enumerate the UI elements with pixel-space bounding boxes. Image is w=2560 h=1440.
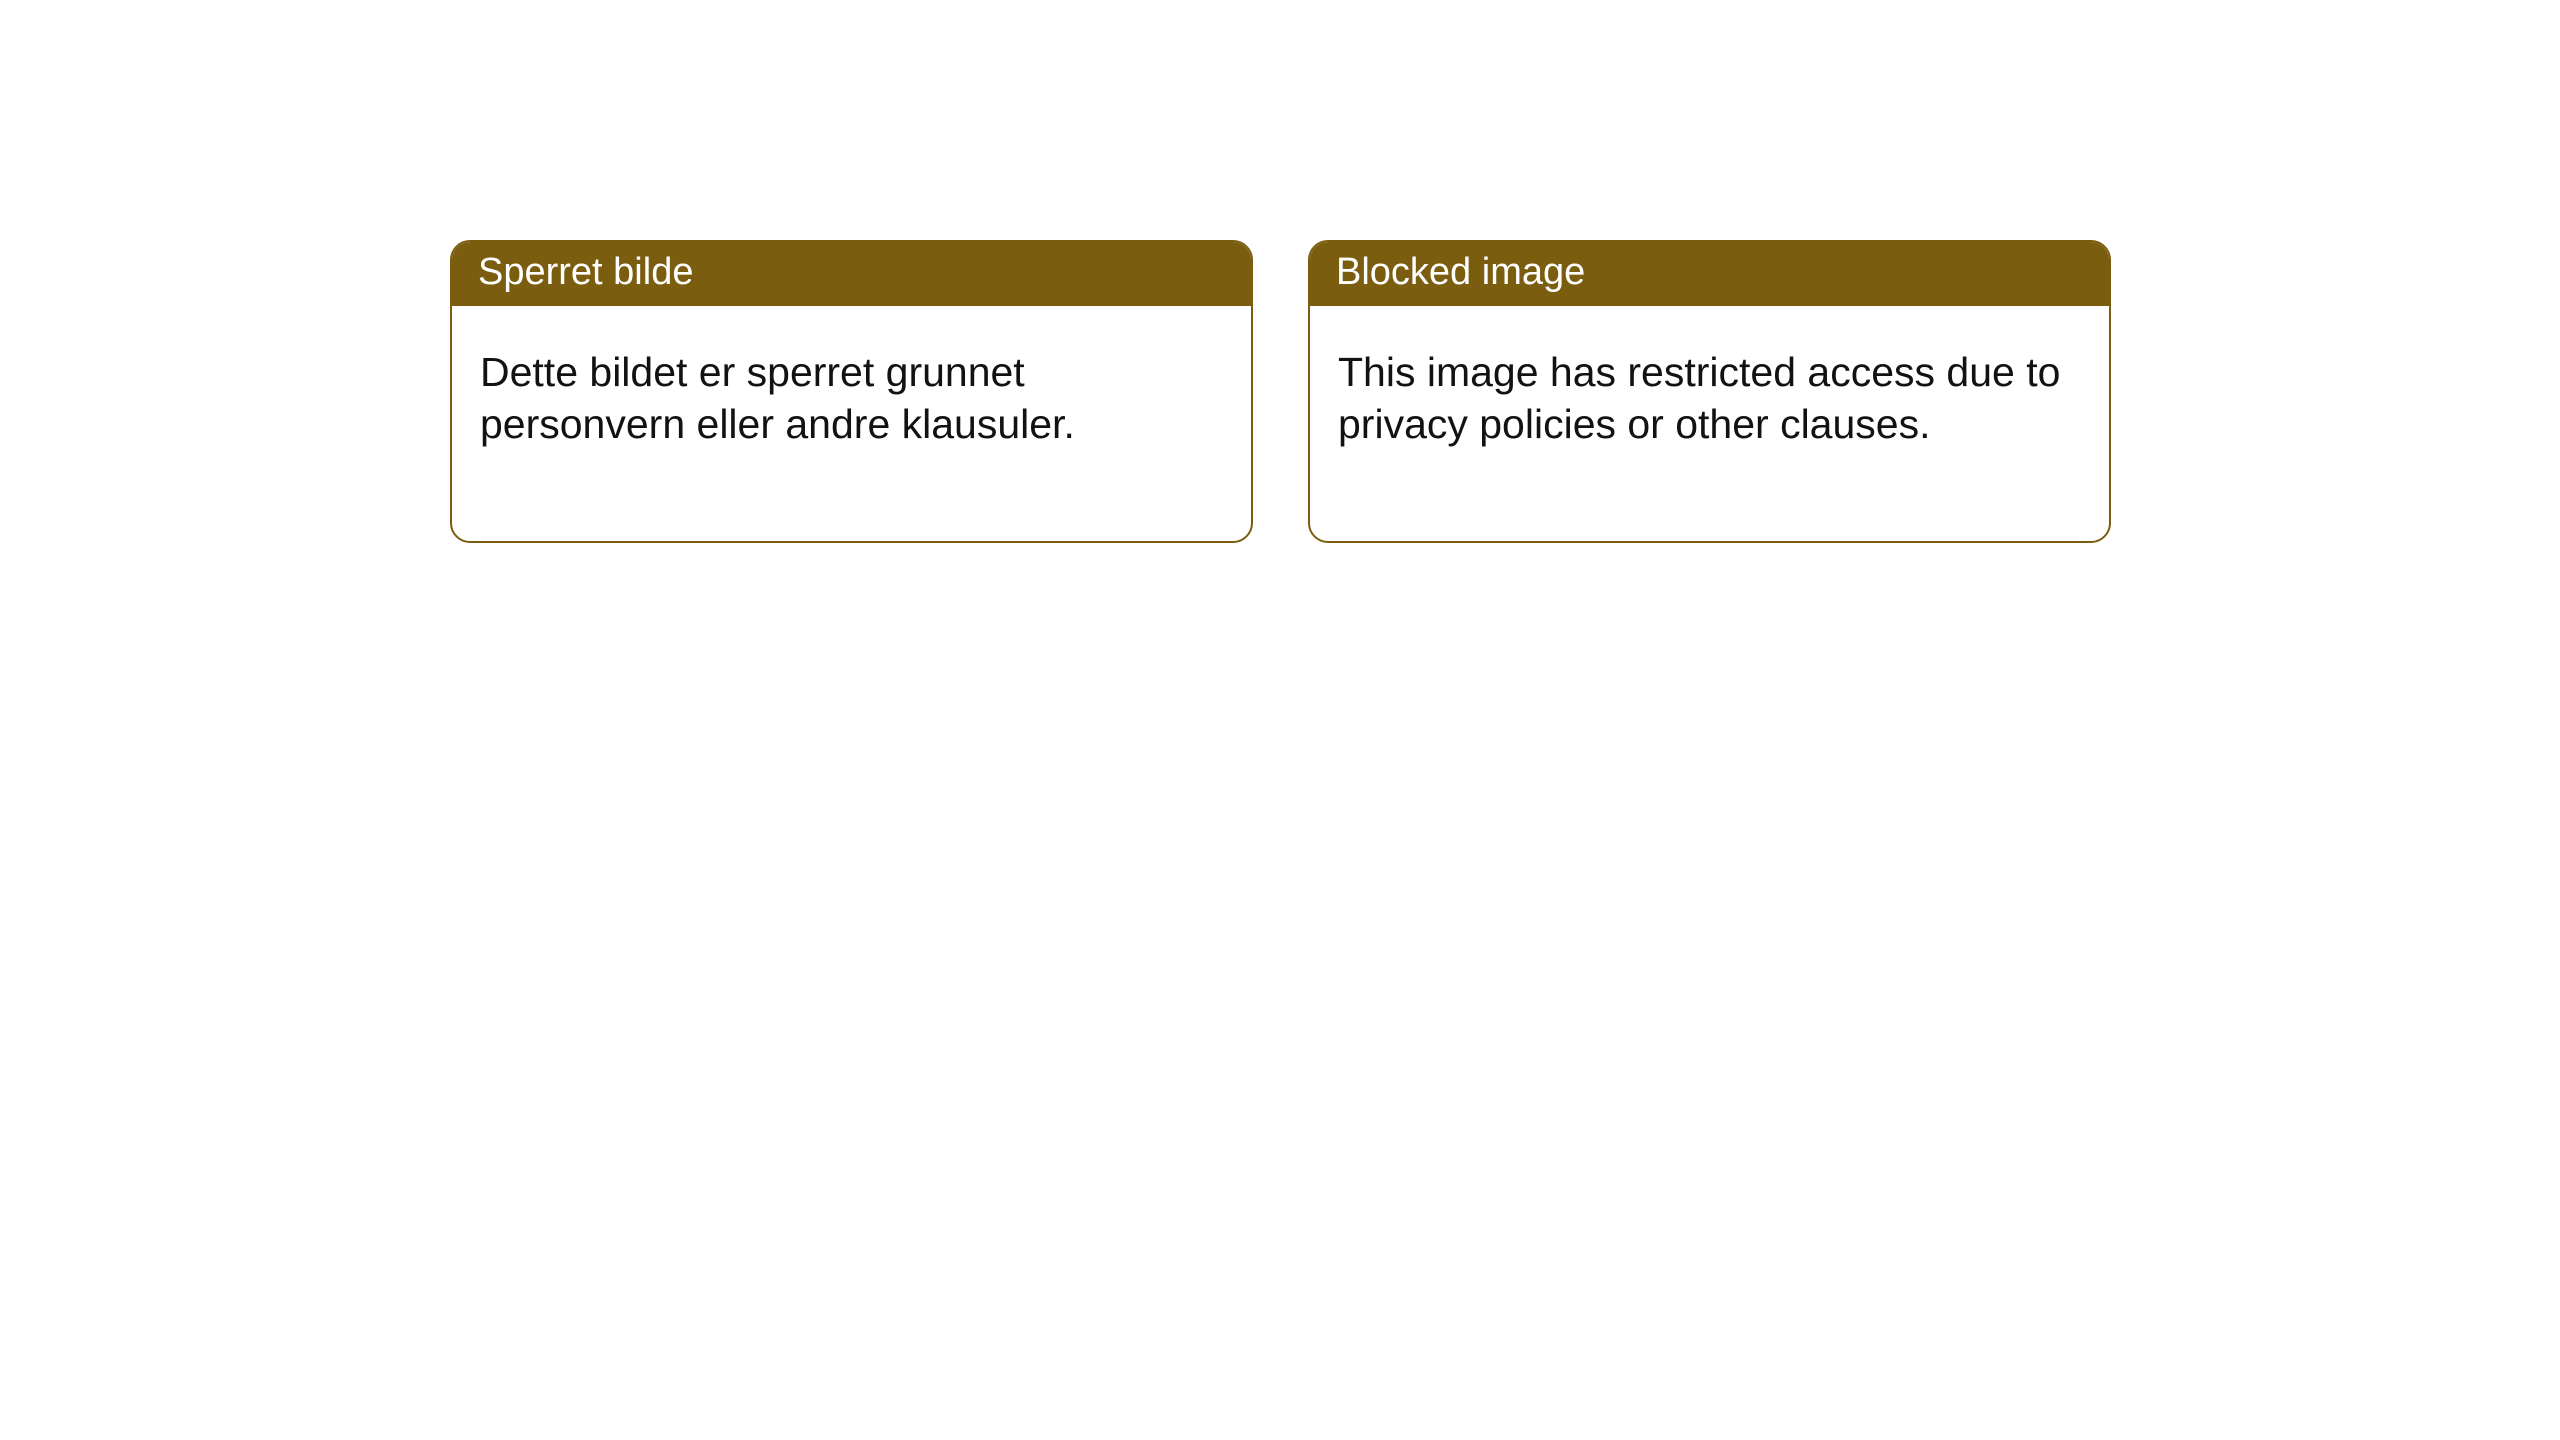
card-title: Blocked image [1336, 251, 1585, 293]
card-body-text: Dette bildet er sperret grunnet personve… [480, 349, 1075, 447]
card-header: Blocked image [1310, 242, 2109, 306]
card-body-text: This image has restricted access due to … [1338, 349, 2060, 447]
notice-card-english: Blocked image This image has restricted … [1308, 240, 2111, 543]
notice-card-norwegian: Sperret bilde Dette bildet er sperret gr… [450, 240, 1253, 543]
card-header: Sperret bilde [452, 242, 1251, 306]
card-body: Dette bildet er sperret grunnet personve… [452, 306, 1251, 541]
card-title: Sperret bilde [478, 251, 693, 293]
notice-container: Sperret bilde Dette bildet er sperret gr… [450, 240, 2111, 543]
card-body: This image has restricted access due to … [1310, 306, 2109, 541]
